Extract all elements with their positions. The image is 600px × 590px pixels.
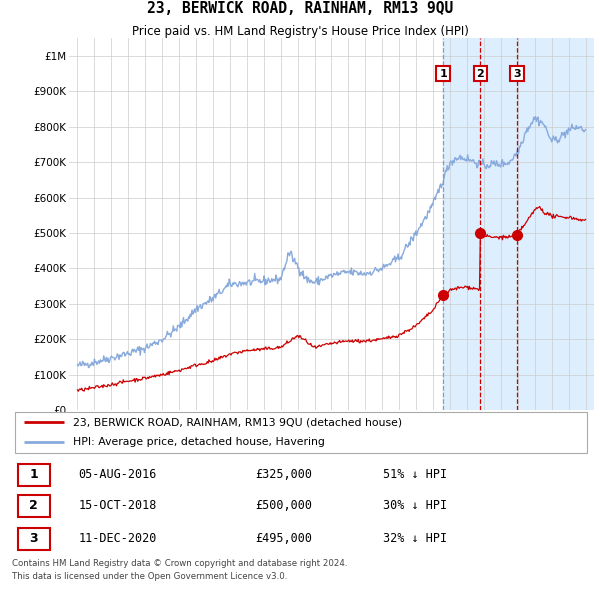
Text: 2: 2	[476, 68, 484, 78]
Text: 05-AUG-2016: 05-AUG-2016	[79, 468, 157, 481]
Bar	[443, 38, 594, 410]
Text: 11-DEC-2020: 11-DEC-2020	[79, 532, 157, 546]
Text: £500,000: £500,000	[255, 499, 312, 513]
Text: HPI: Average price, detached house, Havering: HPI: Average price, detached house, Have…	[73, 437, 325, 447]
Text: 2: 2	[29, 499, 38, 513]
FancyBboxPatch shape	[18, 527, 50, 550]
FancyBboxPatch shape	[18, 494, 50, 517]
Text: 3: 3	[513, 68, 521, 78]
Text: 30% ↓ HPI: 30% ↓ HPI	[383, 499, 446, 513]
Text: 1: 1	[439, 68, 447, 78]
FancyBboxPatch shape	[18, 464, 50, 486]
FancyBboxPatch shape	[15, 412, 587, 453]
Text: Price paid vs. HM Land Registry's House Price Index (HPI): Price paid vs. HM Land Registry's House …	[131, 25, 469, 38]
Text: 15-OCT-2018: 15-OCT-2018	[79, 499, 157, 513]
Text: 23, BERWICK ROAD, RAINHAM, RM13 9QU (detached house): 23, BERWICK ROAD, RAINHAM, RM13 9QU (det…	[73, 418, 402, 427]
Text: Contains HM Land Registry data © Crown copyright and database right 2024.
This d: Contains HM Land Registry data © Crown c…	[12, 559, 347, 581]
Text: 32% ↓ HPI: 32% ↓ HPI	[383, 532, 446, 546]
Text: £325,000: £325,000	[255, 468, 312, 481]
Text: 23, BERWICK ROAD, RAINHAM, RM13 9QU: 23, BERWICK ROAD, RAINHAM, RM13 9QU	[147, 1, 453, 16]
Text: 1: 1	[29, 468, 38, 481]
Text: £495,000: £495,000	[255, 532, 312, 546]
Text: 51% ↓ HPI: 51% ↓ HPI	[383, 468, 446, 481]
Text: 3: 3	[29, 532, 38, 546]
